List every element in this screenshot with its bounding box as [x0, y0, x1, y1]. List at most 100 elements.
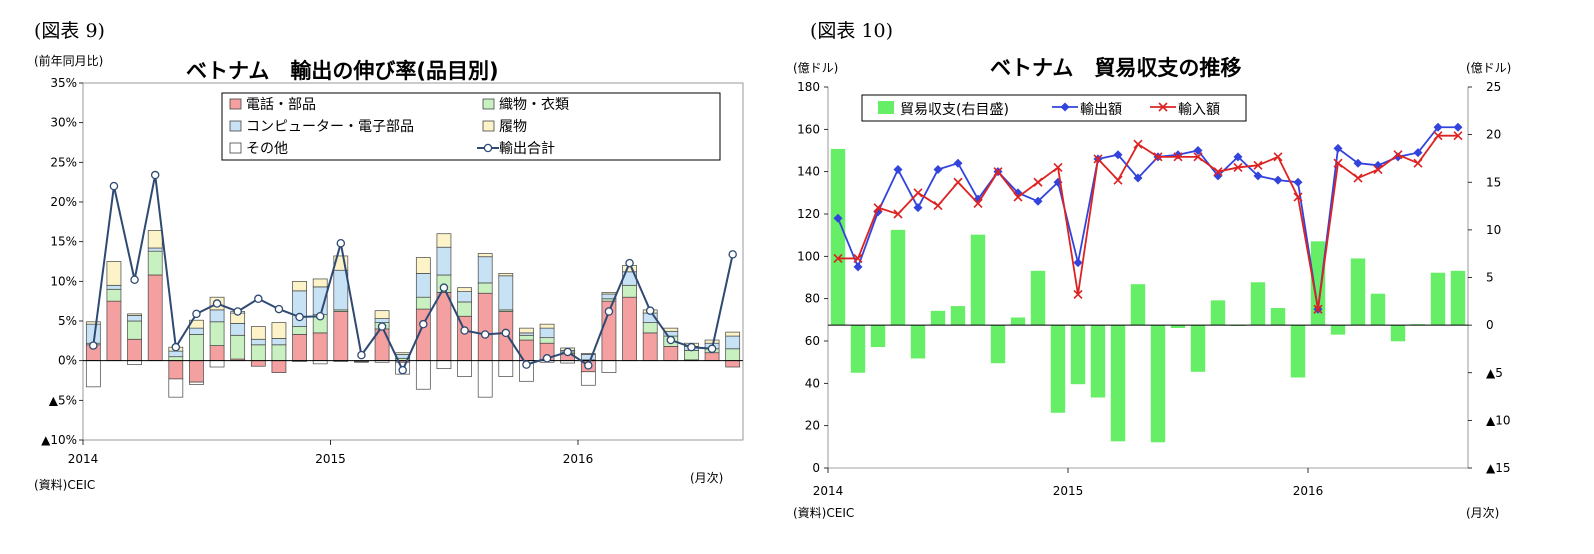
- left-bar-segment: [539, 323, 555, 329]
- left-total-marker: [563, 347, 572, 357]
- left-x-tick-label: 2015: [315, 452, 346, 466]
- left-legend-label: 織物・衣類: [499, 97, 569, 113]
- right-export-marker: [853, 262, 863, 272]
- left-legend-box: [221, 92, 721, 161]
- left-bar-segment: [580, 371, 596, 386]
- right-import-marker: [953, 177, 963, 187]
- right-yr-tick-label: 0: [1486, 318, 1494, 332]
- left-y-tick-label: 30%: [50, 116, 77, 130]
- left-bar-segment: [292, 280, 307, 292]
- left-bar-segment: [477, 256, 493, 284]
- right-import-marker: [893, 209, 903, 219]
- left-legend-swatch: [482, 120, 495, 132]
- right-import-marker: [1273, 152, 1283, 162]
- right-legend-label: 輸入額: [1178, 102, 1220, 118]
- right-balance-bar: [1310, 241, 1326, 326]
- left-bar-segment: [642, 322, 658, 334]
- left-bar-segment: [457, 291, 472, 303]
- left-y-tick-label: 25%: [50, 155, 77, 169]
- left-bar-segment: [725, 348, 741, 362]
- left-bar-segment: [85, 360, 101, 388]
- right-import-marker: [1173, 152, 1183, 162]
- right-export-marker: [1253, 171, 1263, 181]
- right-balance-bar: [1290, 325, 1306, 378]
- right-balance-bar: [950, 306, 966, 326]
- right-import-marker: [873, 203, 883, 213]
- left-bar-segment: [622, 296, 637, 362]
- left-bar-segment: [622, 284, 637, 298]
- left-bar-segment: [477, 282, 493, 294]
- right-export-marker: [1453, 122, 1463, 132]
- left-bar-segment: [189, 327, 204, 335]
- right-yl-tick-label: 120: [797, 207, 820, 221]
- right-export-marker: [1233, 152, 1243, 162]
- left-bar-segment: [127, 338, 142, 362]
- left-period-label: (月次): [690, 471, 723, 485]
- left-legend-swatch: [482, 98, 495, 110]
- right-import-marker: [1373, 164, 1383, 175]
- left-total-marker: [419, 319, 428, 329]
- left-bar-segment: [250, 360, 266, 367]
- left-bar-segment: [725, 335, 741, 350]
- right-legend-box: [861, 94, 1247, 122]
- right-import-marker: [1213, 167, 1223, 177]
- right-import-marker: [933, 200, 943, 211]
- left-bar-segment: [271, 322, 287, 339]
- right-import-marker: [1433, 131, 1443, 141]
- right-import-marker: [1133, 139, 1143, 149]
- left-x-tick-label: 2014: [68, 452, 99, 466]
- left-total-marker: [584, 361, 593, 370]
- left-total-marker: [625, 258, 634, 268]
- left-bar-segment: [457, 301, 472, 317]
- left-total-marker: [398, 365, 407, 375]
- left-bar-segment: [271, 344, 287, 362]
- right-legend-label: 輸出額: [1080, 102, 1122, 118]
- left-legend-label: 履物: [499, 119, 527, 135]
- right-import-marker: [1093, 154, 1103, 164]
- right-import-marker: [1353, 173, 1363, 183]
- right-export-marker: [1413, 148, 1423, 158]
- right-import-marker: [1333, 158, 1343, 168]
- left-bar-segment: [519, 327, 534, 334]
- right-yl-tick-label: 100: [797, 249, 820, 263]
- left-bar-segment: [147, 247, 163, 252]
- right-balance-bar: [1270, 307, 1286, 326]
- right-legend-swatch: [878, 101, 894, 114]
- left-bar-segment: [333, 311, 349, 362]
- right-import-marker: [1113, 175, 1123, 185]
- right-export-marker: [1073, 258, 1083, 268]
- left-total-marker: [89, 341, 98, 350]
- left-bar-segment: [457, 315, 472, 362]
- right-export-marker: [913, 203, 923, 213]
- left-bar-segment: [580, 353, 596, 355]
- left-y-tick-label: 15%: [50, 235, 77, 249]
- right-import-marker: [853, 253, 863, 264]
- left-bar-segment: [498, 360, 514, 377]
- right-yr-tick-label: ▲5: [1486, 366, 1503, 380]
- left-total-marker: [522, 360, 531, 369]
- left-bar-segment: [477, 292, 493, 362]
- right-yr-tick-label: ▲15: [1486, 461, 1511, 475]
- left-bar-segment: [415, 257, 431, 274]
- left-bar-segment: [127, 313, 142, 316]
- left-bar-segment: [642, 332, 658, 362]
- left-bar-segment: [663, 327, 679, 332]
- left-unit-label: (前年同月比): [34, 53, 103, 68]
- right-balance-bar: [830, 148, 846, 326]
- right-import-marker: [1253, 160, 1263, 170]
- left-bar-segment: [457, 360, 472, 377]
- right-yl-tick-label: 160: [797, 122, 820, 136]
- left-plot-frame: [82, 82, 744, 441]
- left-y-tick-label: 0%: [58, 354, 77, 368]
- left-total-marker: [480, 330, 490, 339]
- right-export-marker: [1353, 158, 1363, 168]
- right-balance-bar: [1030, 270, 1046, 326]
- left-bar-segment: [127, 360, 142, 365]
- right-balance-bar: [1370, 293, 1386, 326]
- left-total-marker: [604, 307, 614, 316]
- left-bar-segment: [725, 360, 741, 368]
- left-bar-segment: [292, 334, 307, 362]
- right-x-tick-label: 2015: [1053, 484, 1084, 498]
- right-export-marker: [933, 165, 943, 175]
- left-bar-segment: [147, 274, 163, 362]
